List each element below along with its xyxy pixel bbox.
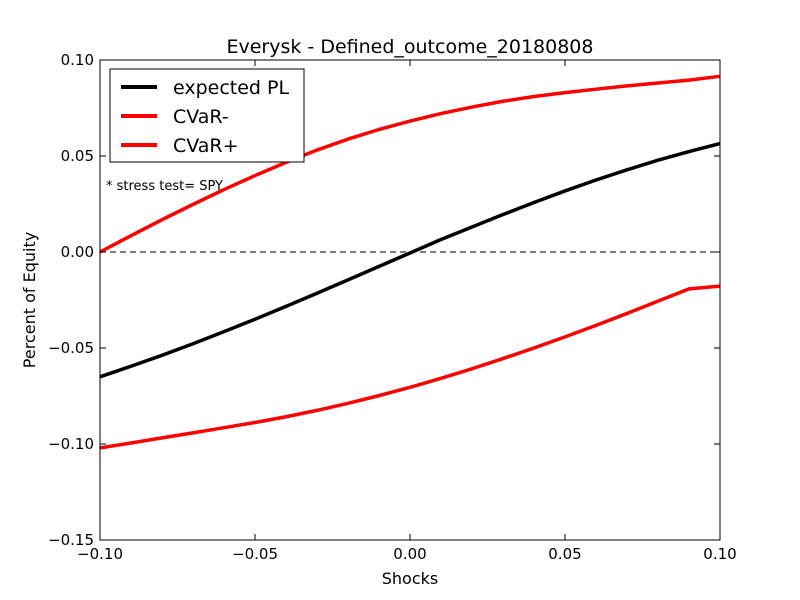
- x-tick-label: 0.00: [393, 545, 426, 563]
- y-tick-label: −0.15: [48, 531, 94, 549]
- legend: expected PL CVaR- CVaR+: [109, 68, 305, 163]
- series-line-cvar-minus: [99, 74, 721, 254]
- x-tick-label: −0.10: [77, 545, 123, 563]
- x-tick-label: −0.05: [232, 545, 278, 563]
- series-line-expected-pl: [99, 141, 721, 379]
- stress-test-annotation: * stress test= SPY: [106, 179, 223, 194]
- legend-label: CVaR-: [173, 106, 229, 128]
- y-tick-label: 0.00: [61, 243, 94, 261]
- x-axis-title: Shocks: [382, 569, 438, 588]
- tick-layer: −0.10 −0.05 0.00 0.05 0.10 0.10 0.05 0.00 −0.05 −…: [48, 51, 737, 563]
- y-tick-label: −0.05: [48, 339, 94, 357]
- x-tick-label: 0.05: [548, 545, 581, 563]
- legend-label: CVaR+: [173, 135, 239, 157]
- y-axis-title: Percent of Equity: [20, 232, 39, 368]
- y-tick-label: 0.05: [61, 147, 94, 165]
- chart-title: Everysk - Defined_outcome_20180808: [226, 36, 593, 58]
- x-tick-label: 0.10: [703, 545, 736, 563]
- legend-label: expected PL: [173, 77, 289, 99]
- y-tick-label: 0.10: [61, 51, 94, 69]
- series-line-cvar-plus: [99, 284, 721, 450]
- series-layer: [99, 74, 721, 450]
- y-tick-label: −0.10: [48, 435, 94, 453]
